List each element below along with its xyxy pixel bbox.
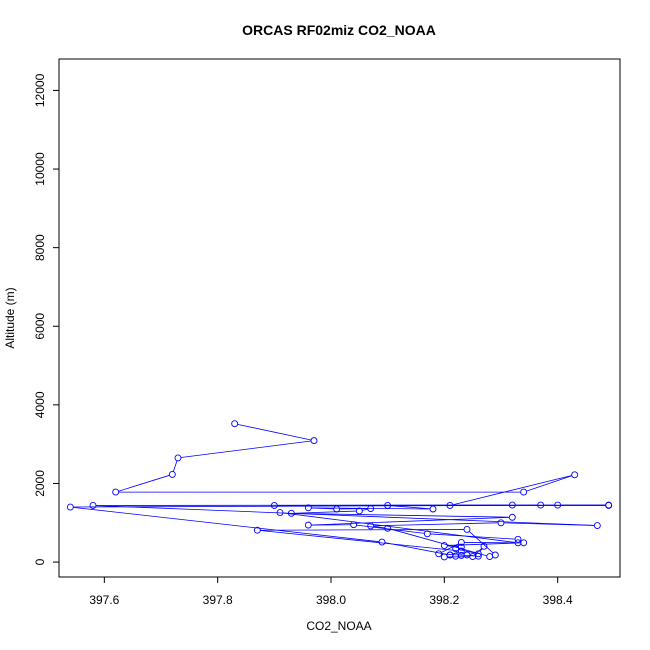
plot-frame [58, 58, 621, 578]
data-point [276, 509, 284, 516]
series-segment [95, 505, 595, 526]
data-point [491, 551, 499, 559]
data-point [384, 524, 392, 532]
y-axis-label: Altitude (m) [3, 287, 17, 348]
series-segment [373, 522, 499, 527]
series-segment [362, 508, 368, 511]
data-point [440, 553, 448, 561]
data-point [378, 538, 386, 546]
series-segment [180, 440, 312, 458]
data-point [520, 539, 528, 547]
series-segment [526, 475, 572, 492]
data-point [304, 504, 312, 512]
series-segment [503, 522, 595, 526]
data-point [253, 526, 261, 534]
data-point [304, 521, 312, 529]
data-point [287, 509, 295, 517]
data-point [231, 420, 239, 428]
data-point [350, 521, 358, 529]
series-segment [390, 505, 431, 510]
x-tick-label: 398.0 [316, 593, 346, 607]
data-point [446, 502, 454, 509]
data-point [270, 502, 278, 509]
data-point [384, 502, 392, 509]
data-point [605, 501, 613, 509]
data-point [435, 550, 443, 558]
series-points [66, 420, 613, 561]
series-segment [311, 507, 431, 510]
data-point [554, 501, 562, 509]
series-line [73, 423, 606, 558]
data-point [571, 471, 579, 479]
series-segment [311, 507, 334, 510]
data-point [497, 519, 505, 527]
data-point [367, 505, 375, 513]
data-point [463, 525, 471, 533]
data-point [514, 535, 522, 543]
data-point [429, 505, 437, 513]
x-tick-label: 398.2 [429, 593, 459, 607]
series-segment [282, 512, 516, 543]
data-point [174, 454, 182, 462]
series-segment [73, 506, 380, 543]
series-segment [311, 516, 510, 526]
data-point [593, 522, 601, 529]
data-point [66, 503, 74, 511]
series-segment [441, 543, 459, 553]
series-segment [237, 423, 312, 441]
series-segment [294, 512, 510, 518]
series-segment [260, 530, 459, 552]
data-point [333, 505, 341, 513]
series-segment [479, 548, 483, 552]
data-point [355, 507, 363, 515]
series-segment [430, 533, 516, 540]
data-point [112, 488, 120, 496]
data-point [520, 488, 528, 496]
data-point [469, 553, 477, 561]
series-segment [474, 548, 483, 555]
data-point [463, 551, 471, 559]
data-point [452, 552, 460, 560]
series-segment [294, 510, 357, 514]
series-segment [390, 528, 487, 557]
data-point [310, 437, 318, 445]
data-point [537, 501, 545, 509]
series-segment [260, 529, 465, 531]
y-tick-label: 4000 [33, 391, 47, 418]
data-point [89, 502, 97, 509]
chart-title: ORCAS RF02miz CO2_NOAA [242, 22, 436, 38]
data-point [452, 545, 460, 553]
data-point [508, 501, 516, 509]
x-axis: 397.6 397.8 398.0 398.2 398.4 [89, 577, 573, 607]
data-point [480, 542, 488, 550]
data-point [440, 542, 448, 550]
x-tick-label: 397.8 [203, 593, 233, 607]
data-point [423, 530, 431, 538]
y-tick-label: 12000 [33, 73, 47, 107]
x-tick-label: 398.4 [543, 593, 573, 607]
y-axis: 0 2000 4000 6000 8000 10000 12000 [33, 73, 59, 565]
y-tick-label: 0 [33, 558, 47, 565]
series-segment [384, 542, 448, 555]
x-axis-label: CO2_NOAA [306, 619, 371, 633]
data-point [474, 552, 482, 560]
y-tick-label: 2000 [33, 470, 47, 497]
series-segment [452, 475, 572, 506]
data-point [474, 550, 482, 558]
data-point [486, 553, 494, 561]
data-point [168, 470, 176, 478]
data-point [457, 538, 465, 546]
y-tick-label: 8000 [33, 234, 47, 261]
data-point [457, 547, 465, 555]
x-tick-label: 397.6 [89, 593, 119, 607]
y-tick-label: 6000 [33, 313, 47, 340]
series-segment [172, 460, 178, 472]
series-segment [118, 474, 170, 492]
data-point [508, 513, 516, 521]
series-segment [373, 525, 385, 529]
data-point [367, 522, 375, 530]
y-tick-label: 10000 [33, 152, 47, 186]
data-point [514, 539, 522, 547]
